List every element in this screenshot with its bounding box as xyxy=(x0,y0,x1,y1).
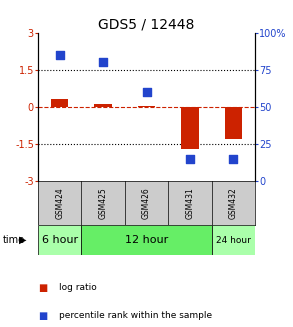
Text: 12 hour: 12 hour xyxy=(125,235,168,245)
Point xyxy=(101,60,105,65)
Bar xyxy=(138,106,155,107)
Text: GSM424: GSM424 xyxy=(55,187,64,219)
Point xyxy=(144,89,149,95)
Bar xyxy=(212,225,255,255)
Text: log ratio: log ratio xyxy=(59,283,96,292)
Bar xyxy=(38,225,81,255)
Bar xyxy=(181,107,199,149)
Bar xyxy=(94,104,112,107)
Text: GSM432: GSM432 xyxy=(229,187,238,219)
Text: ■: ■ xyxy=(38,283,47,293)
Point xyxy=(231,156,236,161)
Point xyxy=(57,52,62,58)
Bar xyxy=(51,99,69,107)
Text: 24 hour: 24 hour xyxy=(216,236,251,245)
Text: percentile rank within the sample: percentile rank within the sample xyxy=(59,311,212,320)
Bar xyxy=(81,225,212,255)
Text: GSM431: GSM431 xyxy=(185,187,194,219)
Text: time: time xyxy=(3,235,25,245)
Title: GDS5 / 12448: GDS5 / 12448 xyxy=(98,18,195,31)
Text: GSM425: GSM425 xyxy=(99,187,108,219)
Text: GSM426: GSM426 xyxy=(142,187,151,219)
Text: ▶: ▶ xyxy=(19,235,27,245)
Text: ■: ■ xyxy=(38,311,47,320)
Text: 6 hour: 6 hour xyxy=(42,235,78,245)
Bar xyxy=(224,107,242,139)
Point xyxy=(188,156,192,161)
